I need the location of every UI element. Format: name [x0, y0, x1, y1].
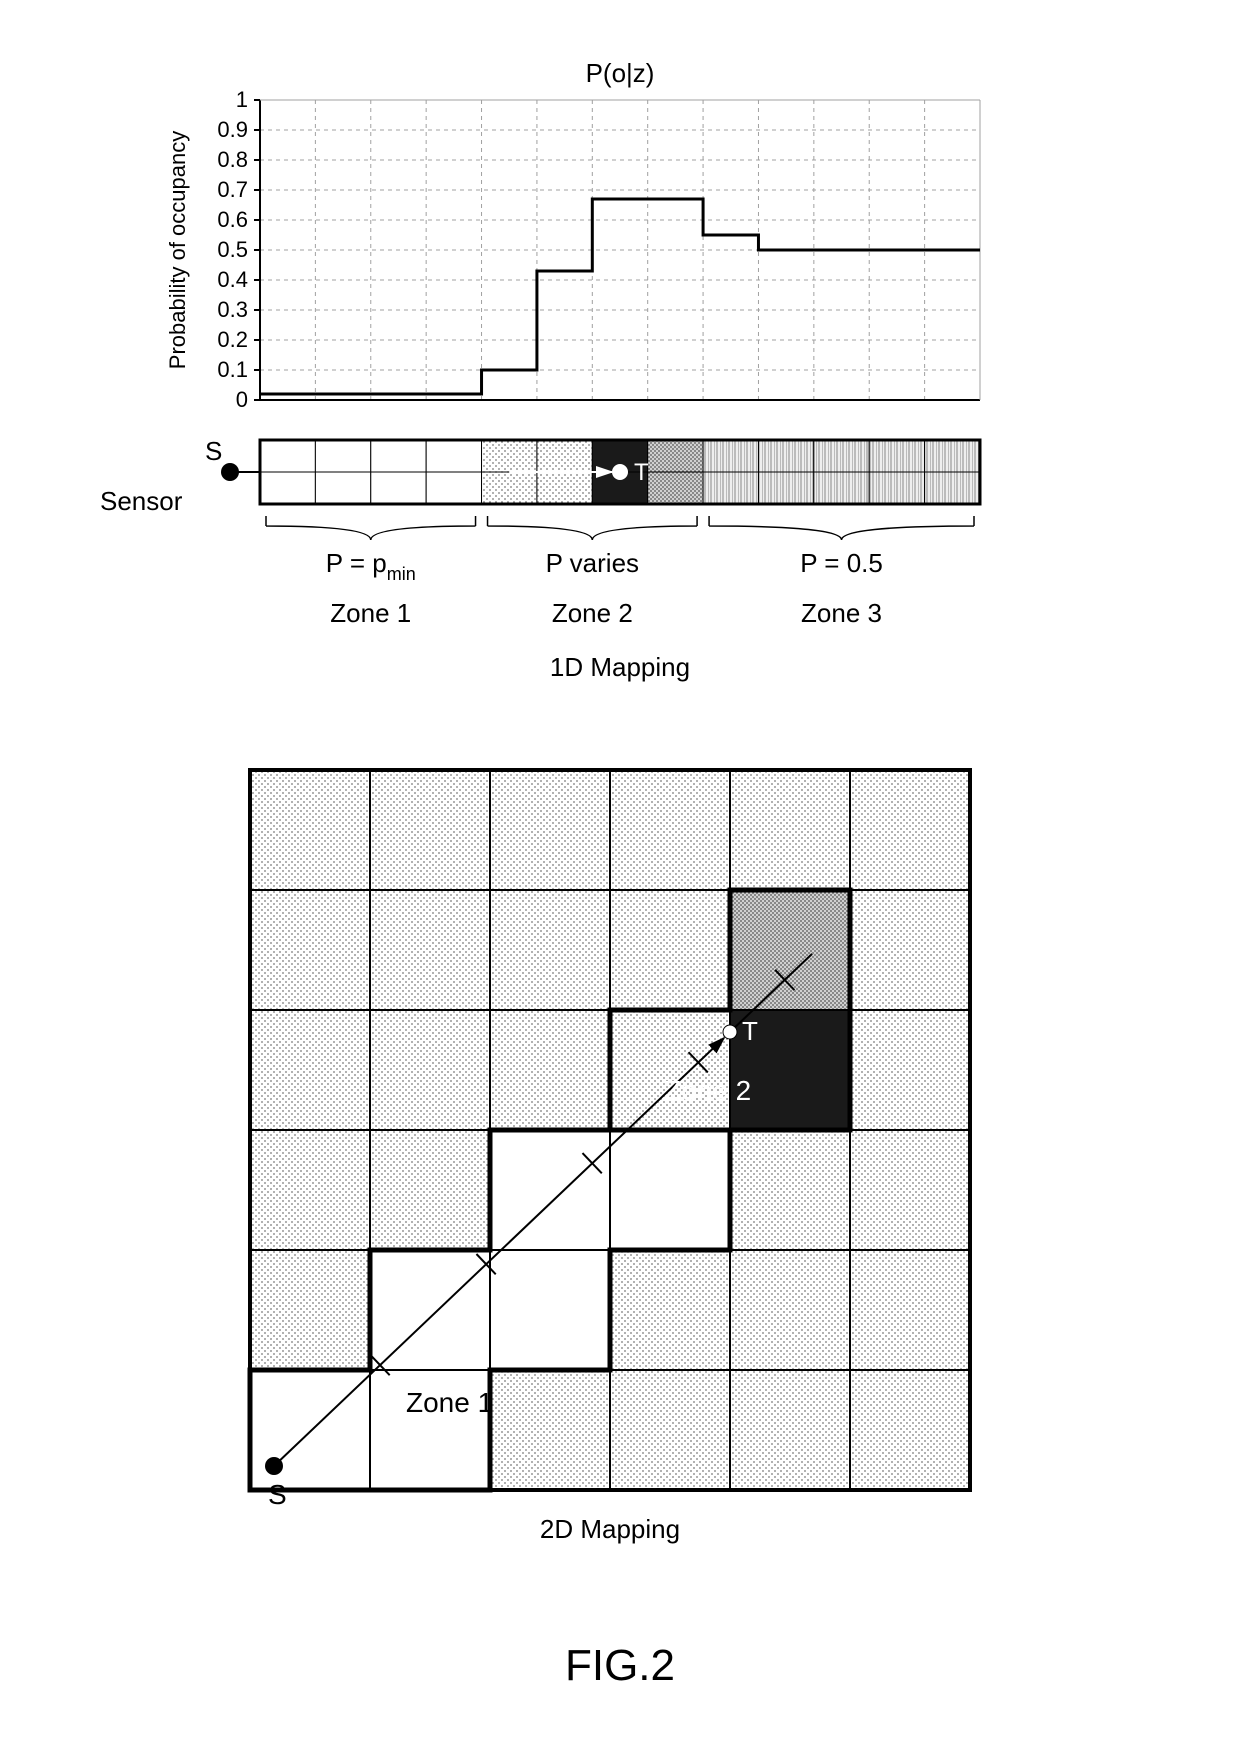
zone-equation: P varies — [546, 548, 639, 578]
chart-ytick: 0.4 — [217, 267, 248, 292]
chart-title: P(o|z) — [586, 58, 655, 88]
zone1-label-2d: Zone 1 — [406, 1387, 493, 1418]
grid-cell — [610, 890, 730, 1010]
chart-ytick: 0.3 — [217, 297, 248, 322]
target-marker — [612, 464, 628, 480]
grid-cell — [730, 770, 850, 890]
grid-cell — [730, 1130, 850, 1250]
grid-cell — [250, 1130, 370, 1250]
grid-cell — [490, 1010, 610, 1130]
one-d-caption: 1D Mapping — [550, 652, 690, 682]
figure-page: P(o|z) Probability of occupancy 0 0.1 0.2 0.3… — [0, 0, 1240, 1747]
grid-cell — [250, 1010, 370, 1130]
grid-cell — [370, 770, 490, 890]
two-d-caption: 2D Mapping — [540, 1514, 680, 1544]
grid-cell — [610, 1010, 730, 1130]
target-label: T — [634, 459, 649, 486]
sensor-s-label: S — [205, 436, 222, 466]
sensor-label-2d: S — [268, 1479, 287, 1510]
target-label-2d: T — [742, 1016, 758, 1046]
grid-cell — [370, 1010, 490, 1130]
zone-name: Zone 1 — [330, 598, 411, 628]
grid-cell — [730, 1370, 850, 1490]
grid-cell — [850, 1010, 970, 1130]
one-d-mapping: S Sensor T P = pmin Zone 1 P varies Zone 2 P = … — [100, 436, 980, 682]
zone2-label-2d: Zone 2 — [664, 1075, 751, 1106]
zone-name: Zone 3 — [801, 598, 882, 628]
grid-cell — [490, 770, 610, 890]
grid-cell — [490, 890, 610, 1010]
two-d-mapping: S T Zone 1 Zone 2 2D Mapping — [250, 770, 970, 1544]
chart-ytick: 1 — [236, 87, 248, 112]
probability-chart: P(o|z) Probability of occupancy 0 0.1 0.2 0.3… — [165, 58, 980, 412]
grid-cell — [850, 770, 970, 890]
figure-label: FIG.2 — [565, 1641, 675, 1690]
chart-ytick: 0.2 — [217, 327, 248, 352]
chart-ylabel: Probability of occupancy — [165, 131, 190, 369]
grid-cell — [610, 1370, 730, 1490]
chart-ytick: 0.8 — [217, 147, 248, 172]
chart-ytick: 0 — [236, 387, 248, 412]
chart-ytick: 0.5 — [217, 237, 248, 262]
chart-ytick: 0.7 — [217, 177, 248, 202]
chart-ytick: 0.9 — [217, 117, 248, 142]
target-point — [723, 1025, 737, 1039]
grid-cell — [850, 1250, 970, 1370]
grid-cell — [490, 1370, 610, 1490]
grid-cell — [850, 1370, 970, 1490]
zone-name: Zone 2 — [552, 598, 633, 628]
chart-ytick: 0.1 — [217, 357, 248, 382]
figure-svg: P(o|z) Probability of occupancy 0 0.1 0.2 0.3… — [0, 0, 1240, 1747]
grid-cell — [250, 770, 370, 890]
zone-equation: P = 0.5 — [800, 548, 883, 578]
grid-cell — [850, 890, 970, 1010]
chart-ytick: 0.6 — [217, 207, 248, 232]
grid-cell — [370, 1130, 490, 1250]
grid-cell — [250, 890, 370, 1010]
zone-equation: P = pmin — [326, 548, 416, 584]
grid-cell — [730, 1250, 850, 1370]
grid-cell — [850, 1130, 970, 1250]
grid-cell — [370, 890, 490, 1010]
grid-cell — [250, 1250, 370, 1370]
grid-cell — [610, 1250, 730, 1370]
grid-cell — [610, 770, 730, 890]
sensor-word: Sensor — [100, 486, 183, 516]
